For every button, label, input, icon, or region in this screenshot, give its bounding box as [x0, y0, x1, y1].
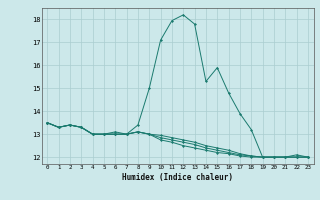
X-axis label: Humidex (Indice chaleur): Humidex (Indice chaleur) [122, 173, 233, 182]
